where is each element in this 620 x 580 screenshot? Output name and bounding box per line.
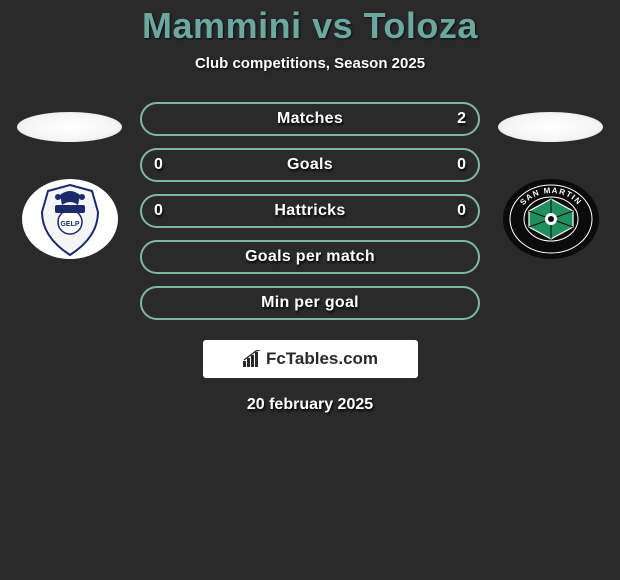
stats-rows: Matches 2 0 Goals 0 0 Hattricks 0 Goals … — [140, 102, 480, 320]
stat-right-value: 2 — [457, 110, 466, 128]
stat-row: Min per goal — [140, 286, 480, 320]
stat-label: Matches — [277, 110, 343, 128]
page-title: Mammini vs Toloza — [0, 5, 620, 47]
svg-text:GELP: GELP — [60, 221, 79, 228]
crest-left: GELP — [20, 177, 120, 262]
crest-right: SAN MARTIN — [501, 177, 601, 262]
date-text: 20 february 2025 — [0, 396, 620, 414]
brand-text: FcTables.com — [266, 349, 378, 369]
chart-icon — [242, 350, 262, 368]
player-left-oval — [17, 112, 122, 142]
stat-row: 0 Hattricks 0 — [140, 194, 480, 228]
subtitle: Club competitions, Season 2025 — [0, 55, 620, 72]
stat-label: Min per goal — [261, 294, 359, 312]
stat-label: Goals per match — [245, 248, 375, 266]
stat-label: Goals — [287, 156, 333, 174]
player-right-oval — [498, 112, 603, 142]
left-side: GELP — [17, 102, 122, 262]
brand-badge: FcTables.com — [203, 340, 418, 378]
comparison-layout: GELP Matches 2 0 Goals 0 0 Hattricks 0 — [0, 102, 620, 320]
stat-left-value: 0 — [154, 156, 163, 174]
stat-label: Hattricks — [274, 202, 345, 220]
stat-row: Goals per match — [140, 240, 480, 274]
stat-left-value: 0 — [154, 202, 163, 220]
stat-right-value: 0 — [457, 202, 466, 220]
stat-row: Matches 2 — [140, 102, 480, 136]
right-side: SAN MARTIN — [498, 102, 603, 262]
stat-row: 0 Goals 0 — [140, 148, 480, 182]
stat-right-value: 0 — [457, 156, 466, 174]
